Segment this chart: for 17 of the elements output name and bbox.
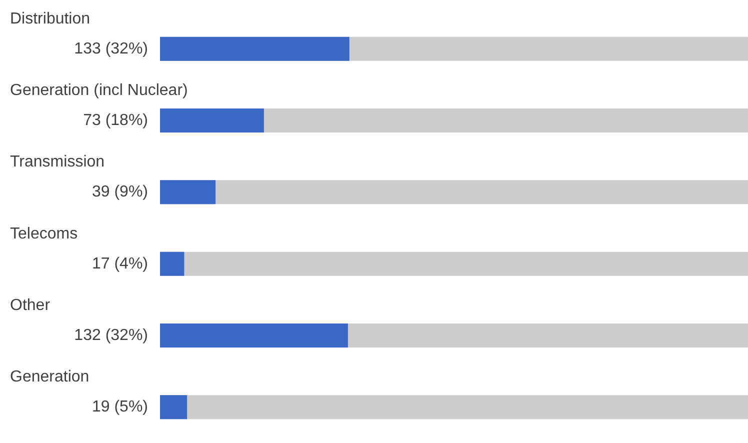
- data-label: 132 (32%): [74, 327, 148, 344]
- bar: [160, 395, 188, 420]
- y-tick-label: Other: [10, 297, 51, 314]
- data-label: 73 (18%): [83, 112, 148, 129]
- y-tick-label: Transmission: [10, 154, 105, 171]
- data-label: 19 (5%): [92, 398, 148, 416]
- y-tick-label: Distribution: [10, 10, 90, 28]
- y-tick-label: Telecoms: [10, 225, 78, 242]
- y-tick-label: Generation (incl Nuclear): [10, 82, 188, 99]
- data-label: 17 (4%): [92, 255, 148, 272]
- data-label: 39 (9%): [92, 184, 148, 201]
- y-tick-label: Generation: [10, 368, 90, 386]
- bar: [160, 108, 264, 132]
- data-label: 133 (32%): [74, 40, 148, 58]
- bar: [160, 36, 350, 61]
- bar: [160, 180, 216, 204]
- bar: [160, 252, 184, 276]
